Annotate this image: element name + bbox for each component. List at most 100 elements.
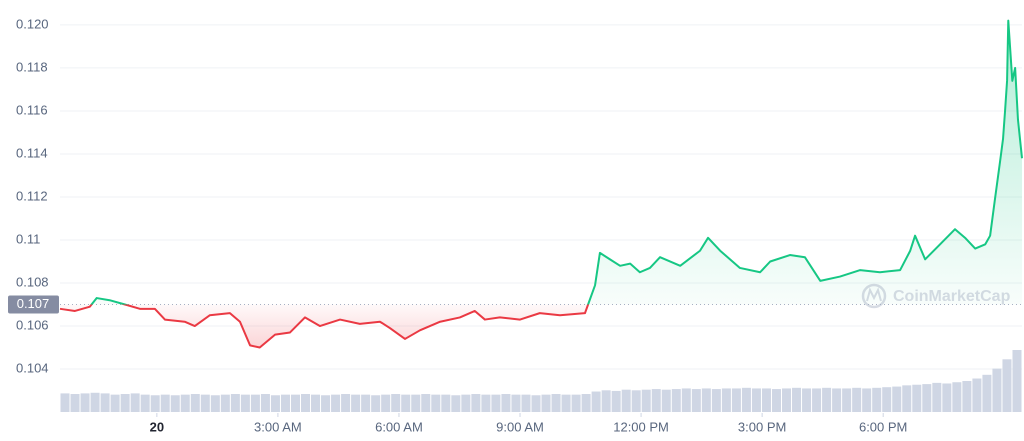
volume-bar — [1002, 359, 1012, 412]
volume-bar — [381, 394, 391, 412]
volume-bar — [90, 392, 100, 412]
volume-bar — [471, 394, 481, 412]
volume-bar — [311, 394, 321, 412]
watermark-text: CoinMarketCap — [893, 288, 1011, 305]
volume-bar — [832, 388, 842, 412]
volume-bar — [721, 388, 731, 412]
volume-bar — [731, 388, 741, 412]
volume-bar — [100, 393, 110, 412]
y-tick-label: 0.112 — [16, 188, 48, 203]
volume-bar — [631, 390, 641, 412]
volume-bar — [421, 394, 431, 412]
y-tick-label: 0.120 — [16, 16, 49, 31]
volume-bar — [621, 389, 631, 412]
volume-bar — [331, 394, 341, 412]
watermark-logo-mark — [866, 287, 882, 302]
volume-bar — [341, 394, 351, 412]
volume-bar — [932, 382, 942, 412]
volume-bar — [351, 394, 361, 412]
volume-bar — [671, 389, 681, 412]
volume-bar — [200, 394, 210, 412]
x-tick-label: 12:00 PM — [613, 419, 669, 434]
volume-bar — [160, 394, 170, 412]
volume-bar — [571, 394, 581, 412]
volume-bar — [741, 387, 751, 412]
area-fill — [60, 20, 1022, 348]
volume-bar — [812, 388, 822, 412]
volume-bar — [771, 389, 781, 412]
volume-bar — [862, 388, 872, 412]
volume-bar — [501, 394, 511, 412]
volume-bar — [431, 394, 441, 412]
baseline-label: 0.107 — [17, 296, 50, 311]
volume-bar — [882, 387, 892, 412]
volume-bar — [902, 385, 912, 412]
volume-bar — [531, 395, 541, 412]
x-tick-label: 3:00 AM — [254, 419, 302, 434]
volume-bar — [80, 393, 90, 412]
volume-bar — [361, 394, 371, 412]
x-tick-label: 3:00 PM — [738, 419, 786, 434]
volume-bar — [391, 394, 401, 412]
volume-bar — [641, 389, 651, 412]
volume-bar — [1012, 350, 1022, 412]
volume-bar — [691, 389, 701, 412]
volume-bar — [180, 394, 190, 412]
volume-bar — [601, 390, 611, 412]
volume-bar — [651, 389, 661, 412]
volume-bar — [792, 387, 802, 412]
volume-bar — [240, 394, 250, 412]
y-tick-label: 0.108 — [16, 274, 49, 289]
volume-bar — [852, 387, 862, 412]
volume-bar — [661, 389, 671, 412]
volume-bar — [401, 394, 411, 412]
volume-bar — [611, 390, 621, 412]
volume-bar — [220, 394, 230, 412]
volume-bar — [290, 394, 300, 412]
volume-bar — [711, 389, 721, 412]
volume-bar — [120, 394, 130, 412]
volume-bar — [701, 388, 711, 412]
x-tick-label: 20 — [150, 419, 164, 434]
volume-bar — [270, 395, 280, 412]
volume-bar — [952, 382, 962, 412]
volume-bar — [260, 394, 270, 412]
volume-bar — [782, 388, 792, 412]
volume-bar — [561, 394, 571, 412]
volume-bar — [751, 388, 761, 412]
volume-bar — [962, 381, 972, 412]
volume-bar — [280, 394, 290, 412]
volume-bar — [541, 394, 551, 412]
y-tick-label: 0.104 — [16, 360, 49, 375]
x-tick-label: 6:00 AM — [375, 419, 423, 434]
volume-bar — [150, 395, 160, 412]
y-tick-label: 0.116 — [16, 102, 48, 117]
watermark: CoinMarketCap — [861, 283, 1011, 309]
volume-bar — [170, 395, 180, 412]
volume-bar — [802, 388, 812, 412]
price-line — [59, 19, 1023, 349]
volume-bar — [822, 387, 832, 412]
volume-bar — [892, 386, 902, 412]
volume-bar — [230, 394, 240, 412]
volume-bar — [140, 394, 150, 412]
volume-bar — [321, 395, 331, 412]
volume-bar — [521, 394, 531, 412]
volume-bar — [942, 383, 952, 412]
volume-bar — [591, 391, 601, 412]
volume-bar — [451, 395, 461, 412]
volume-bar — [481, 394, 491, 412]
volume-bar — [922, 384, 932, 412]
watermark-logo — [861, 283, 887, 309]
volume-bar — [301, 394, 311, 412]
volume-bar — [511, 394, 521, 412]
x-tick-label: 6:00 PM — [859, 419, 907, 434]
volume-bar — [411, 394, 421, 412]
volume-bar — [761, 388, 771, 412]
x-tick-label: 9:00 AM — [496, 419, 544, 434]
volume-bar — [60, 393, 70, 412]
y-tick-label: 0.106 — [16, 317, 49, 332]
volume-bar — [70, 394, 80, 412]
